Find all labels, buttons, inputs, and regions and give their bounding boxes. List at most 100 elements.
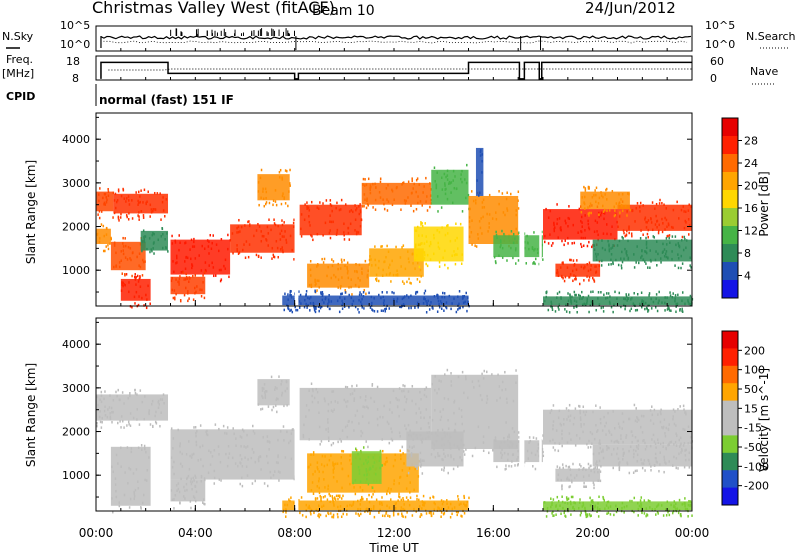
data-gap (519, 318, 525, 511)
data-speckle (557, 416, 560, 420)
data-speckle (602, 456, 605, 460)
data-speckle (172, 447, 174, 450)
data-speckle (637, 501, 639, 505)
data-speckle (375, 498, 378, 502)
data-speckle (461, 422, 463, 426)
data-speckle (407, 390, 410, 393)
data-speckle (525, 262, 528, 265)
data-speckle (170, 489, 173, 492)
data-speckle (290, 294, 292, 297)
data-speckle (583, 267, 585, 270)
data-speckle (262, 435, 264, 439)
data-speckle (318, 285, 320, 289)
data-speckle (275, 239, 278, 243)
data-speckle (245, 465, 248, 468)
data-speckle (468, 496, 470, 500)
data-speckle (635, 261, 637, 264)
data-speckle (148, 412, 150, 416)
data-speckle (365, 508, 368, 512)
data-speckle (550, 244, 553, 247)
data-speckle (317, 467, 319, 471)
data-speckle (568, 217, 571, 221)
data-speckle (371, 383, 374, 386)
data-speckle (260, 239, 263, 243)
data-speckle (128, 199, 130, 202)
data-speckle (436, 294, 438, 297)
data-speckle (396, 297, 399, 300)
data-speckle (599, 421, 602, 425)
data-speckle (436, 434, 439, 437)
colorbar-swatch (722, 487, 738, 506)
data-speckle (332, 410, 334, 413)
data-speckle (454, 428, 456, 432)
data-speckle (612, 261, 614, 264)
data-speckle (441, 188, 444, 191)
data-speckle (265, 190, 268, 194)
data-speckle (482, 377, 485, 380)
data-speckle (444, 249, 446, 253)
data-speckle (644, 218, 646, 221)
data-speckle (665, 255, 668, 259)
data-speckle (357, 231, 360, 234)
data-speckle (618, 291, 621, 295)
data-speckle (320, 496, 322, 499)
data-speckle (115, 251, 117, 255)
data-speckle (162, 393, 165, 396)
data-speckle (337, 278, 340, 281)
data-speckle (416, 467, 418, 470)
data-speckle (649, 500, 651, 503)
data-speckle (305, 302, 307, 306)
data-speckle (510, 246, 512, 250)
data-speckle (454, 239, 457, 242)
data-speckle (571, 269, 574, 273)
data-speckle (672, 417, 674, 421)
data-speckle (129, 468, 132, 471)
data-speckle (257, 181, 260, 184)
data-speckle (174, 241, 177, 244)
data-speckle (457, 247, 459, 250)
data-speckle (639, 303, 641, 307)
data-speckle (242, 248, 244, 252)
data-speckle (347, 276, 350, 280)
data-speckle (178, 278, 181, 281)
data-speckle (379, 456, 381, 459)
data-speckle (338, 310, 341, 314)
data-speckle (365, 458, 367, 462)
data-speckle (139, 200, 141, 204)
data-speckle (443, 397, 446, 400)
data-speckle (186, 277, 188, 281)
data-speckle (99, 187, 101, 190)
data-speckle (633, 452, 635, 456)
data-speckle (325, 428, 327, 431)
data-speckle (344, 291, 347, 294)
data-speckle (367, 269, 369, 272)
data-speckle (346, 266, 348, 269)
data-speckle (311, 394, 313, 398)
data-speckle (193, 240, 195, 244)
data-speckle (273, 218, 275, 221)
data-speckle (447, 440, 449, 443)
data-speckle (346, 267, 349, 271)
x-tick-label: 00:00 (675, 526, 710, 540)
data-speckle (135, 468, 138, 471)
data-speckle (361, 297, 363, 301)
data-speckle (309, 309, 311, 312)
data-speckle (314, 280, 316, 283)
data-speckle (318, 309, 320, 313)
data-speckle (264, 187, 267, 191)
data-speckle (391, 259, 393, 263)
data-speckle (606, 448, 608, 451)
data-speckle (398, 495, 400, 498)
data-speckle (360, 429, 362, 433)
data-speckle (640, 414, 643, 418)
data-speckle (311, 481, 314, 484)
data-speckle (372, 182, 374, 186)
data-speckle (329, 199, 332, 202)
data-speckle (318, 515, 320, 519)
data-speckle (441, 437, 443, 441)
data-speckle (360, 300, 362, 304)
data-speckle (180, 270, 183, 274)
data-speckle (270, 228, 272, 232)
data-speckle (144, 235, 147, 238)
data-speckle (281, 235, 284, 238)
